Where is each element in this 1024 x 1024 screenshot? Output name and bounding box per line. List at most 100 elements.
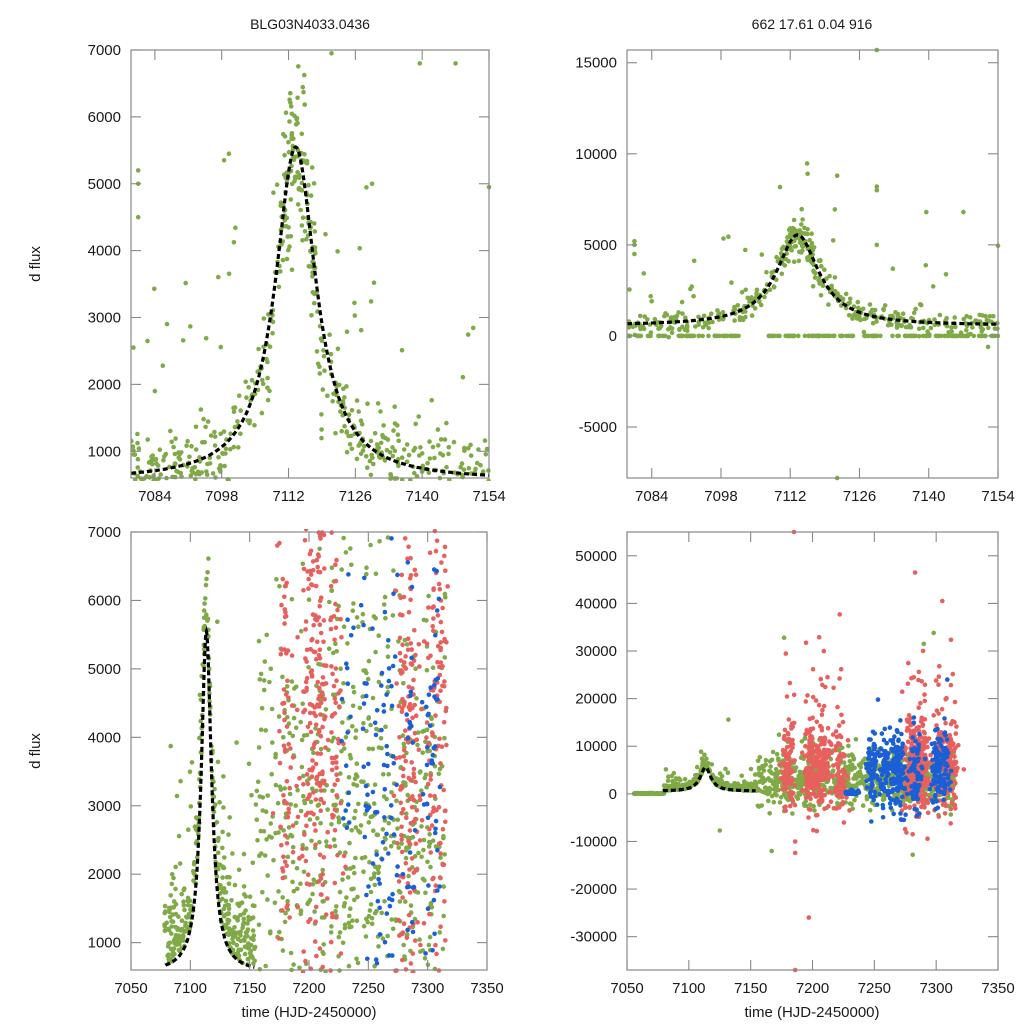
data-point	[290, 849, 296, 855]
data-point	[203, 596, 208, 601]
data-point	[336, 934, 342, 940]
data-point	[223, 890, 229, 895]
data-point	[268, 929, 273, 934]
data-point	[284, 724, 290, 729]
data-point	[394, 681, 399, 686]
data-point	[844, 795, 849, 800]
data-point	[390, 663, 396, 669]
data-point	[846, 781, 852, 787]
data-point	[338, 409, 343, 414]
data-point	[774, 751, 780, 757]
data-point	[179, 891, 184, 897]
data-point	[920, 648, 926, 654]
data-point	[885, 323, 891, 328]
data-point	[787, 803, 793, 809]
data-point	[874, 333, 880, 339]
data-point	[470, 325, 476, 331]
data-point	[343, 550, 349, 555]
data-point	[365, 806, 371, 812]
data-point	[310, 891, 315, 897]
data-point	[766, 798, 771, 804]
data-point	[242, 892, 247, 897]
data-point	[939, 706, 945, 712]
data-point	[341, 386, 346, 392]
data-point	[840, 719, 846, 725]
data-point	[948, 721, 954, 727]
data-point	[311, 750, 316, 756]
data-point	[346, 802, 351, 807]
data-point	[855, 312, 861, 318]
data-point	[276, 889, 281, 894]
data-point	[650, 791, 656, 796]
data-point	[294, 820, 299, 826]
data-point	[276, 936, 282, 941]
data-point	[165, 944, 171, 949]
data-point	[431, 628, 436, 634]
data-point	[400, 642, 405, 647]
data-point	[131, 438, 134, 444]
data-point	[968, 331, 973, 337]
data-point	[194, 854, 200, 860]
data-point	[819, 263, 824, 269]
data-point	[332, 755, 337, 761]
data-point	[301, 793, 306, 799]
data-point	[680, 311, 685, 316]
data-point	[671, 316, 676, 321]
data-point	[928, 325, 934, 331]
data-point	[816, 258, 822, 264]
data-point	[282, 614, 288, 620]
data-point	[307, 916, 313, 922]
panel-bottom-right: 7050 7100 7150 7200 7250 7300 7350-30000-20000…	[570, 529, 1015, 997]
data-point	[377, 881, 383, 886]
data-point	[663, 767, 669, 772]
data-point	[424, 667, 430, 673]
data-point	[260, 795, 266, 800]
data-point	[359, 779, 364, 784]
data-point	[945, 333, 950, 339]
data-point	[333, 601, 338, 607]
data-point	[339, 567, 345, 572]
data-point	[173, 886, 178, 892]
data-point	[752, 779, 758, 785]
data-point	[291, 888, 297, 894]
data-point	[345, 617, 350, 622]
data-point	[346, 412, 352, 418]
data-point	[322, 788, 327, 793]
data-point	[285, 714, 290, 720]
data-point	[416, 850, 421, 856]
data-point	[830, 238, 836, 243]
data-point	[313, 613, 318, 618]
data-point	[314, 557, 320, 563]
data-point	[918, 700, 923, 706]
data-point	[345, 681, 351, 686]
data-point	[329, 924, 334, 929]
data-point	[319, 427, 324, 432]
data-point	[410, 715, 415, 721]
data-point	[700, 333, 705, 339]
data-point	[340, 940, 346, 946]
data-point	[399, 833, 404, 838]
data-point	[912, 803, 917, 808]
data-point	[400, 957, 405, 963]
data-point	[419, 699, 425, 705]
data-point	[300, 842, 306, 848]
data-point	[445, 584, 451, 589]
data-point	[402, 660, 407, 665]
data-point	[429, 823, 435, 828]
data-point	[230, 936, 235, 942]
data-point	[814, 719, 820, 725]
data-point	[238, 933, 243, 938]
data-point	[379, 910, 385, 916]
data-point	[300, 84, 306, 90]
data-point	[796, 258, 802, 264]
data-point	[281, 793, 286, 798]
data-point	[882, 303, 888, 308]
data-point	[411, 677, 416, 683]
data-point	[408, 478, 413, 481]
data-point	[265, 873, 271, 878]
data-point	[763, 757, 769, 763]
data-point	[343, 808, 349, 813]
data-point	[365, 401, 370, 407]
data-point	[305, 810, 311, 816]
data-point	[369, 181, 375, 187]
